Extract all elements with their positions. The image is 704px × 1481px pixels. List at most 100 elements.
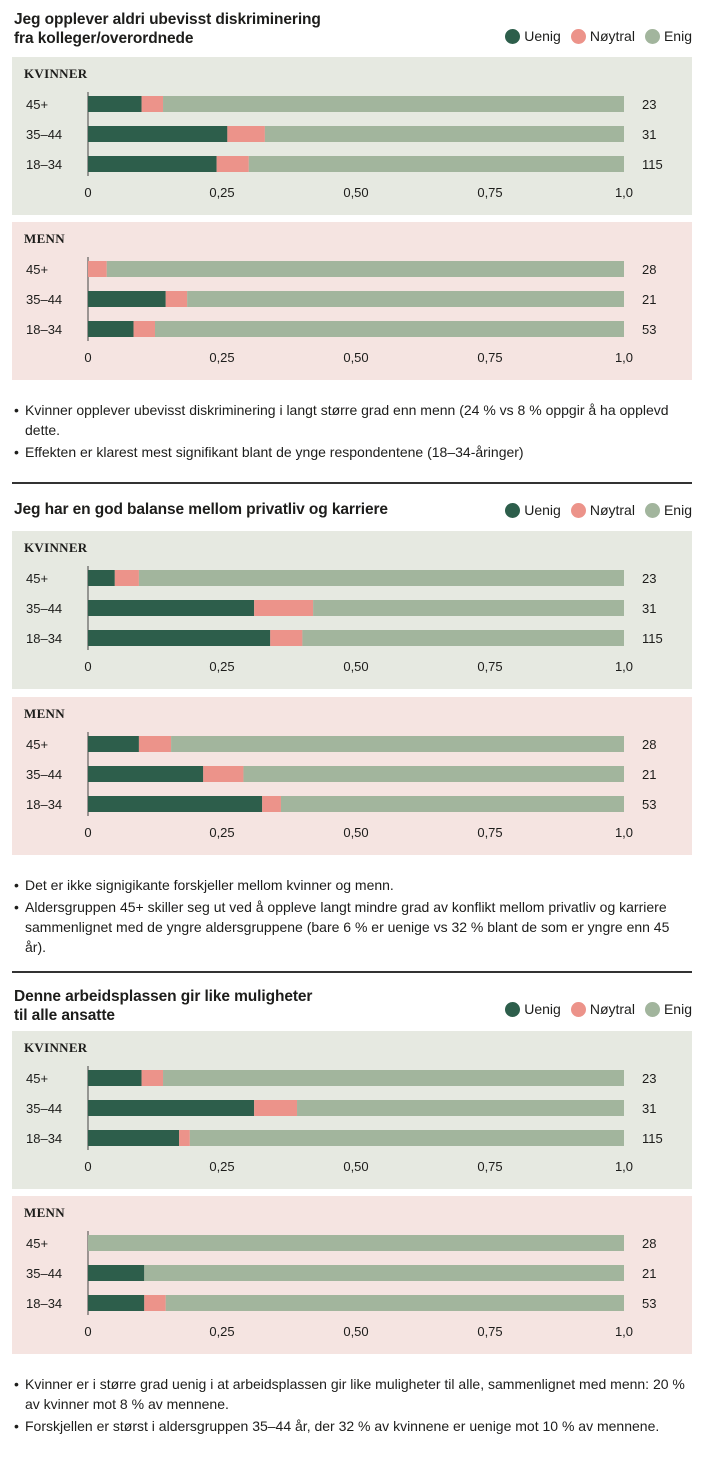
- count-label: 28: [642, 737, 656, 752]
- legend-enig: Enig: [644, 28, 692, 44]
- legend-noytral: Nøytral: [570, 28, 635, 44]
- bar-segment-enig: [106, 261, 624, 277]
- category-label: 35–44: [26, 767, 62, 782]
- legend-noytral-swatch: [570, 1001, 586, 1017]
- title-line: til alle ansatte: [14, 1007, 115, 1024]
- count-label: 31: [642, 127, 656, 142]
- title-line: Jeg opplever aldri ubevisst diskrimineri…: [14, 11, 321, 28]
- legend-noytral-swatch: [570, 502, 586, 518]
- divider: [12, 971, 692, 973]
- legend-uenig-swatch: [505, 28, 521, 44]
- bar-segment-enig: [243, 766, 624, 782]
- category-label: 45+: [26, 737, 48, 752]
- bar-segment-enig: [302, 630, 624, 646]
- x-tick-label: 1,0: [615, 1159, 633, 1174]
- panel-women: 45+ 23 35–44 31 18–34 115 0 0,25 0,50 0,75 1,0 KVIN…: [12, 57, 692, 215]
- legend-enig-swatch: [644, 28, 660, 44]
- legend-label: Nøytral: [589, 28, 635, 44]
- bar-chart: 45+ 28 35–44 21 18–34 53 0 0,25 0,50 0,75 1,0: [26, 732, 656, 840]
- legend-label: Uenig: [524, 1001, 561, 1017]
- bar-segment-uenig: [88, 96, 142, 112]
- x-tick-label: 0,75: [477, 659, 502, 674]
- count-label: 21: [642, 1266, 656, 1281]
- x-tick-label: 0,25: [209, 659, 234, 674]
- legend-uenig-swatch: [505, 502, 521, 518]
- bar-segment-enig: [264, 126, 624, 142]
- bar-chart: 45+ 23 35–44 31 18–34 115 0 0,25 0,50 0,75 1,0: [26, 1066, 663, 1174]
- category-label: 35–44: [26, 601, 62, 616]
- bar-segment-enig: [163, 96, 625, 112]
- category-label: 18–34: [26, 797, 62, 812]
- title-line: Denne arbeidsplassen gir like muligheter: [14, 988, 313, 1005]
- panel-men: 45+ 28 35–44 21 18–34 53 0 0,25 0,50 0,75 1,0 MENN: [12, 697, 692, 855]
- x-tick-label: 0,75: [477, 1159, 502, 1174]
- bar-segment-enig: [189, 1130, 624, 1146]
- legend-noytral: Nøytral: [570, 502, 635, 518]
- bar-segment-uenig: [88, 1070, 142, 1086]
- category-label: 45+: [26, 1236, 48, 1251]
- bar-segment-uenig: [88, 126, 228, 142]
- x-tick-label: 0,50: [343, 1324, 368, 1339]
- category-label: 18–34: [26, 631, 62, 646]
- bar-segment-noytral: [114, 570, 139, 586]
- category-label: 35–44: [26, 1266, 62, 1281]
- x-tick-label: 0: [84, 825, 91, 840]
- x-tick-label: 0: [84, 1159, 91, 1174]
- bar-segment-uenig: [88, 600, 255, 616]
- category-label: 18–34: [26, 1296, 62, 1311]
- bar-segment-noytral: [133, 321, 155, 337]
- category-label: 35–44: [26, 127, 62, 142]
- notes: Kvinner er i større grad uenig i at arbe…: [14, 1374, 694, 1438]
- count-label: 21: [642, 292, 656, 307]
- x-tick-label: 0,25: [209, 1159, 234, 1174]
- category-label: 45+: [26, 262, 48, 277]
- count-label: 23: [642, 97, 656, 112]
- x-tick-label: 0: [84, 659, 91, 674]
- section-title: Jeg har en god balanse mellom privatliv …: [14, 500, 474, 519]
- panel-label: KVINNER: [24, 540, 88, 555]
- panel-men: 45+ 28 35–44 21 18–34 53 0 0,25 0,50 0,75 1,0 MENN: [12, 1196, 692, 1354]
- title-line: fra kolleger/overordnede: [14, 30, 194, 47]
- note: Forskjellen er størst i aldersgruppen 35…: [14, 1416, 694, 1436]
- x-tick-label: 0,75: [477, 1324, 502, 1339]
- bar-segment-uenig: [88, 291, 166, 307]
- count-label: 115: [642, 157, 663, 172]
- x-tick-label: 1,0: [615, 350, 633, 365]
- x-tick-label: 0,50: [343, 350, 368, 365]
- count-label: 31: [642, 601, 656, 616]
- category-label: 45+: [26, 571, 48, 586]
- x-tick-label: 1,0: [615, 659, 633, 674]
- bar-segment-noytral: [138, 736, 172, 752]
- bar-segment-enig: [165, 1295, 624, 1311]
- bar-segment-enig: [248, 156, 625, 172]
- legend: Uenig Nøytral Enig: [499, 28, 692, 44]
- legend-enig-swatch: [644, 502, 660, 518]
- category-label: 45+: [26, 97, 48, 112]
- x-tick-label: 0,25: [209, 185, 234, 200]
- count-label: 28: [642, 262, 656, 277]
- notes: Det er ikke signigikante forskjeller mel…: [14, 875, 694, 959]
- title-line: Jeg har en god balanse mellom privatliv …: [14, 501, 388, 518]
- panel-label: MENN: [24, 231, 65, 246]
- bar-segment-uenig: [88, 1100, 255, 1116]
- bar-segment-noytral: [254, 1100, 298, 1116]
- legend-enig-swatch: [644, 1001, 660, 1017]
- x-tick-label: 1,0: [615, 1324, 633, 1339]
- x-tick-label: 0: [84, 185, 91, 200]
- x-tick-label: 0,25: [209, 350, 234, 365]
- count-label: 31: [642, 1101, 656, 1116]
- x-tick-label: 0: [84, 350, 91, 365]
- note: Kvinner opplever ubevisst diskriminering…: [14, 400, 694, 440]
- panel-men: 45+ 28 35–44 21 18–34 53 0 0,25 0,50 0,75 1,0 MENN: [12, 222, 692, 380]
- bar-segment-uenig: [88, 156, 217, 172]
- x-tick-label: 1,0: [615, 825, 633, 840]
- x-tick-label: 0,50: [343, 1159, 368, 1174]
- category-label: 18–34: [26, 157, 62, 172]
- bar-segment-noytral: [141, 1070, 164, 1086]
- bar-segment-enig: [187, 291, 624, 307]
- legend-noytral: Nøytral: [570, 1001, 635, 1017]
- bar-segment-noytral: [203, 766, 244, 782]
- bar-segment-noytral: [254, 600, 314, 616]
- x-tick-label: 0,25: [209, 825, 234, 840]
- legend-noytral-swatch: [570, 28, 586, 44]
